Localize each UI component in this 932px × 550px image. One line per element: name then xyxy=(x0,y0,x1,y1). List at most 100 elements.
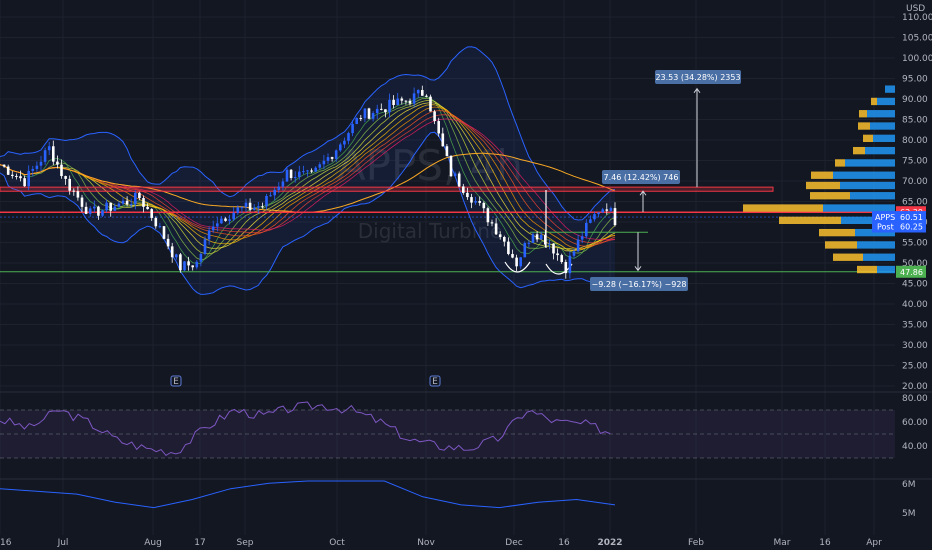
time-tick: Nov xyxy=(417,538,435,548)
profile-bar-up xyxy=(841,216,895,224)
ribbon-line xyxy=(0,97,616,261)
candle-body xyxy=(47,146,51,151)
price-axis[interactable]: USD 20.00 25.00 30.00 35.00 40.00 45.00 50.00 5… xyxy=(902,4,932,392)
lower-pane: 6M 5M xyxy=(0,480,916,519)
candle-body xyxy=(2,164,6,167)
candle-body xyxy=(429,96,432,112)
candle-body xyxy=(43,150,47,162)
profile-bar-down xyxy=(810,192,850,200)
profile-bar-up xyxy=(855,228,895,237)
candle-body xyxy=(490,222,494,224)
candle-body xyxy=(560,255,563,262)
candle-body xyxy=(421,90,424,96)
horizontal-levels[interactable] xyxy=(0,186,895,275)
measurement-tools[interactable]: 23.53 (34.28%) 2353 7.46 (12.42%) 746 −9.2… xyxy=(590,70,741,291)
candle-body xyxy=(121,200,125,204)
profile-bar-up xyxy=(823,204,895,212)
candle-body xyxy=(384,109,387,113)
candle-body xyxy=(494,223,498,235)
candle-body xyxy=(482,202,486,209)
candle-body xyxy=(244,202,248,208)
time-tick: Feb xyxy=(688,538,704,548)
price-tick: 95.00 xyxy=(902,75,928,85)
candle-body xyxy=(568,255,572,274)
candle-body xyxy=(15,175,18,177)
candle-body xyxy=(211,226,215,231)
candle-body xyxy=(523,243,527,258)
candle-body xyxy=(613,208,617,226)
time-axis[interactable]: 16 Jul Aug 17 Sep Oct Nov Dec 16 2022 Feb Mar 16 Apr xyxy=(0,538,882,548)
price-label-bg xyxy=(896,220,926,233)
candle-body xyxy=(285,169,289,182)
resistance-zone xyxy=(0,186,774,192)
profile-bar-down xyxy=(835,159,845,167)
candle-body xyxy=(343,140,346,145)
ribbon-line xyxy=(0,100,616,255)
candle-body xyxy=(158,226,162,228)
time-tick: Oct xyxy=(329,538,345,548)
rsi-pane: 40.00 60.00 80.00 xyxy=(0,394,928,459)
earnings-marker-box xyxy=(170,375,182,387)
candle-body xyxy=(129,204,133,206)
candle-body xyxy=(154,217,158,227)
price-tick: 110.00 xyxy=(902,13,932,23)
candle-body xyxy=(416,90,420,94)
price-tick: 65.00 xyxy=(902,198,928,208)
profile-bar-up xyxy=(850,192,895,200)
profile-bar-up xyxy=(873,134,895,142)
candle-body xyxy=(134,192,137,205)
candle-body xyxy=(72,190,76,192)
profile-bar-up xyxy=(840,181,895,190)
price-label: 60.51 xyxy=(900,213,923,222)
candle-body xyxy=(310,170,313,172)
lower-band xyxy=(0,131,616,295)
candle-body xyxy=(252,207,256,210)
candle-body xyxy=(179,254,182,271)
price-tick: 55.00 xyxy=(902,239,928,249)
candle-body xyxy=(511,254,514,258)
candle-body xyxy=(601,209,604,213)
currency-label: USD xyxy=(906,4,925,14)
candle-body xyxy=(113,206,117,211)
candle-body xyxy=(142,198,145,207)
candle-body xyxy=(261,206,264,208)
price-tick: 90.00 xyxy=(902,95,928,105)
ribbon-line xyxy=(0,102,616,252)
candle-body xyxy=(556,253,559,256)
candle-body xyxy=(232,212,235,220)
candle-body xyxy=(93,206,96,209)
candle-body xyxy=(175,254,178,258)
candle-body xyxy=(359,117,363,119)
profile-bar-up xyxy=(877,97,895,106)
candle-body xyxy=(216,223,219,227)
price-candles xyxy=(2,85,617,279)
candle-body xyxy=(572,251,576,256)
candle-body xyxy=(39,161,43,166)
candle-body xyxy=(68,178,71,191)
candle-body xyxy=(466,192,469,198)
profile-bar-down xyxy=(859,110,867,118)
profile-bar-up xyxy=(863,253,895,261)
lower-tick: 6M xyxy=(902,480,916,490)
measure-arrow xyxy=(693,87,701,94)
candle-body xyxy=(552,243,555,254)
time-tick: Aug xyxy=(144,538,162,548)
candle-body xyxy=(138,192,141,199)
candle-body xyxy=(388,99,391,113)
candle-body xyxy=(355,117,358,125)
upper-band xyxy=(0,46,616,221)
candle-body xyxy=(375,108,379,114)
candle-body xyxy=(289,169,293,179)
candle-body xyxy=(162,226,166,239)
price-tick: 85.00 xyxy=(902,116,928,126)
candle-body xyxy=(52,146,55,162)
price-tick: 20.00 xyxy=(902,382,928,392)
candle-body xyxy=(326,157,330,161)
price-tick: 100.00 xyxy=(902,54,932,64)
candle-body xyxy=(580,236,584,240)
profile-bar-down xyxy=(833,253,863,261)
candle-body xyxy=(105,202,108,211)
